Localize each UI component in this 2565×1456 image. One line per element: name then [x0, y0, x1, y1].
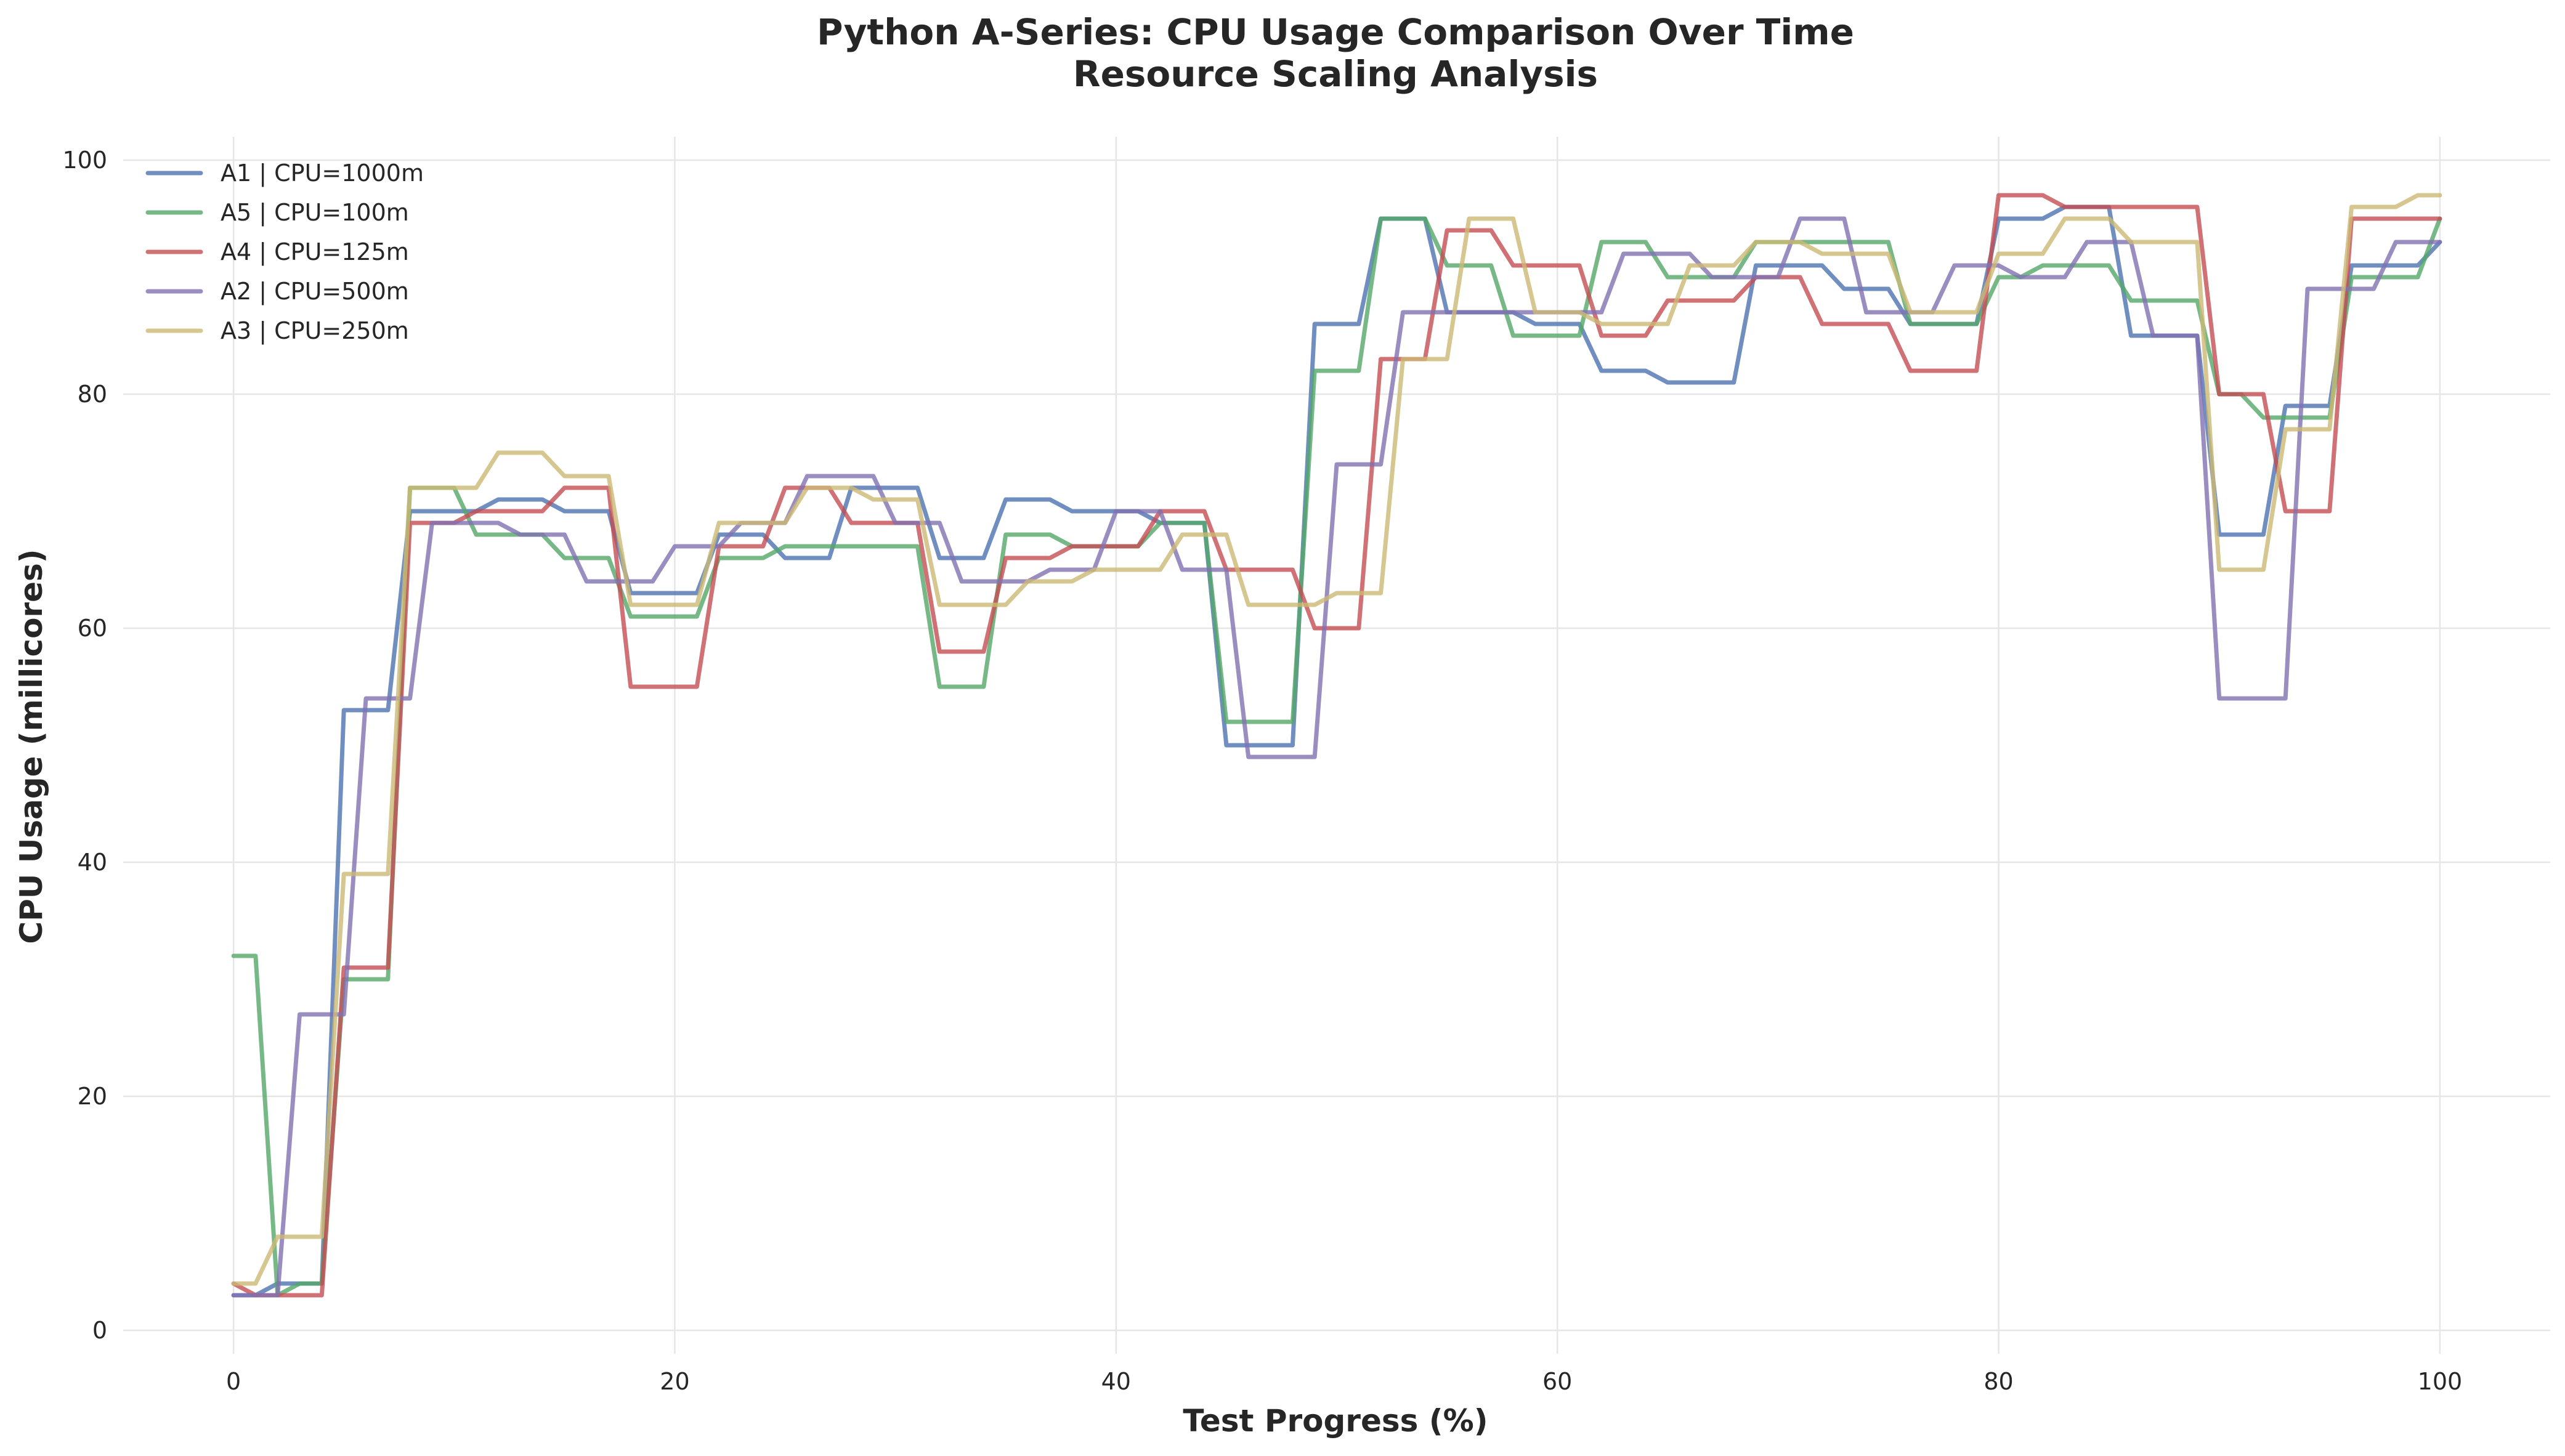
- legend-label: A2 | CPU=500m: [221, 278, 409, 305]
- y-axis-label: CPU Usage (millicores): [14, 549, 49, 944]
- y-tick-label: 80: [78, 381, 107, 408]
- y-tick-label: 0: [92, 1317, 107, 1344]
- legend-label: A4 | CPU=125m: [221, 238, 409, 266]
- series-line-a3: [231, 193, 2442, 1286]
- series-lines: [231, 193, 2442, 1298]
- x-axis-label: Test Progress (%): [1183, 1403, 1488, 1439]
- series-line-a2: [231, 216, 2442, 1298]
- x-tick-label: 80: [1984, 1368, 2013, 1395]
- x-tick-label: 40: [1101, 1368, 1131, 1395]
- chart-title: Python A-Series: CPU Usage Comparison Ov…: [817, 11, 1854, 53]
- y-tick-label: 100: [62, 147, 107, 174]
- y-tick-label: 40: [78, 849, 107, 876]
- chart-subtitle: Resource Scaling Analysis: [1073, 53, 1598, 95]
- x-tick-label: 0: [226, 1368, 241, 1395]
- legend-label: A5 | CPU=100m: [221, 199, 409, 227]
- x-tick-label: 60: [1542, 1368, 1572, 1395]
- x-tick-label: 100: [2418, 1368, 2463, 1395]
- legend-label: A1 | CPU=1000m: [221, 160, 424, 187]
- y-tick-label: 60: [78, 615, 107, 642]
- series-line-a4: [231, 193, 2442, 1298]
- legend-label: A3 | CPU=250m: [221, 317, 409, 345]
- tick-labels: 0 20 40 60 80 100 0 20 40 60 80 100: [62, 147, 2462, 1395]
- legend: A1 | CPU=1000m A5 | CPU=100m A4 | CPU=125m…: [145, 160, 424, 345]
- x-tick-label: 20: [660, 1368, 689, 1395]
- y-tick-label: 20: [78, 1083, 107, 1110]
